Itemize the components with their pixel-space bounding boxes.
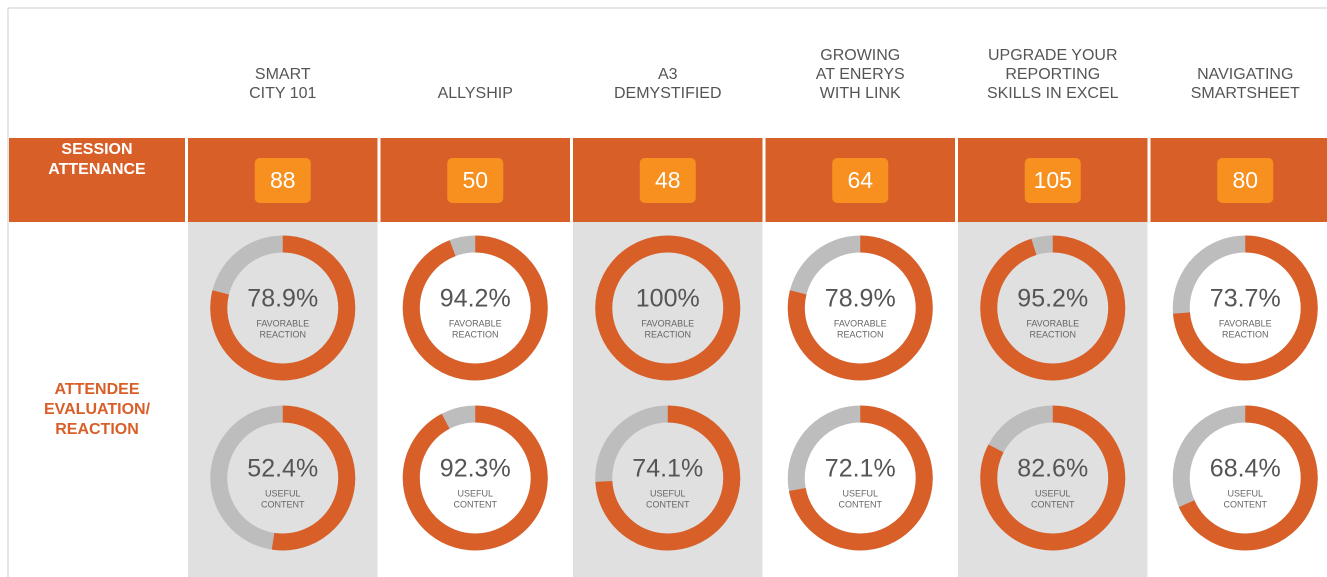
donut-caption: FAVORABLE — [1026, 318, 1079, 328]
donut-value: 92.3% — [440, 455, 511, 483]
donut-arc — [787, 405, 933, 551]
donut-caption: FAVORABLE — [1219, 318, 1272, 328]
row-header-cell — [9, 138, 185, 222]
donut-caption: REACTION — [452, 329, 499, 339]
row-label: REACTION — [55, 421, 139, 438]
session-name: NAVIGATING — [1197, 66, 1293, 83]
donut-arc — [1172, 405, 1318, 551]
donut-arc — [210, 405, 356, 551]
row-label: ATTENANCE — [48, 161, 146, 178]
donut-caption: CONTENT — [1031, 499, 1075, 509]
column-bg — [188, 222, 378, 577]
session-name: UPGRADE YOUR — [988, 47, 1118, 64]
column-bg — [573, 222, 763, 577]
donut-caption: CONTENT — [1224, 499, 1268, 509]
row-label: EVALUATION/ — [44, 401, 151, 418]
donut-caption: CONTENT — [839, 499, 883, 509]
donut-value: 78.9% — [247, 285, 318, 313]
donut-value: 95.2% — [1017, 285, 1088, 313]
donut-caption: USEFUL — [650, 488, 686, 498]
donut-caption: CONTENT — [261, 499, 305, 509]
session-name: A3 — [658, 66, 678, 83]
donut-caption: FAVORABLE — [449, 318, 502, 328]
session-name: SMART — [255, 66, 311, 83]
attendance-box — [832, 158, 889, 203]
session-name: DEMYSTIFIED — [614, 85, 722, 102]
attendance-value: 64 — [847, 167, 873, 193]
donut-value: 52.4% — [247, 455, 318, 483]
attendance-value: 48 — [655, 167, 681, 193]
donut-arc — [402, 235, 548, 381]
attendance-box — [254, 158, 311, 203]
donut-arc — [980, 235, 1126, 381]
donut-caption: REACTION — [1222, 329, 1269, 339]
donut-caption: CONTENT — [646, 499, 690, 509]
donut-value: 82.6% — [1017, 455, 1088, 483]
donut-caption: REACTION — [644, 329, 691, 339]
donut-arc — [595, 235, 741, 381]
donut-arc — [210, 235, 356, 381]
donut-arc — [595, 405, 741, 551]
attendance-value: 80 — [1232, 167, 1258, 193]
session-name: REPORTING — [1005, 66, 1100, 83]
donut-value: 74.1% — [632, 455, 703, 483]
attendance-box — [447, 158, 504, 203]
donut-caption: FAVORABLE — [641, 318, 694, 328]
donut-value: 73.7% — [1210, 285, 1281, 313]
donut-caption: USEFUL — [457, 488, 493, 498]
donut-value: 100% — [636, 285, 700, 313]
session-name: WITH LINK — [820, 85, 901, 102]
donut-caption: REACTION — [1029, 329, 1076, 339]
session-name: ALLYSHIP — [438, 85, 513, 102]
donut-caption: REACTION — [837, 329, 884, 339]
donut-value: 94.2% — [440, 285, 511, 313]
donut-arc — [1172, 235, 1318, 381]
donut-caption: USEFUL — [265, 488, 301, 498]
donut-caption: FAVORABLE — [834, 318, 887, 328]
attendance-value: 105 — [1034, 167, 1072, 193]
attendance-value: 88 — [270, 167, 296, 193]
column-bg — [958, 222, 1148, 577]
row-label: SESSION — [61, 141, 132, 158]
attendance-box — [1217, 158, 1274, 203]
session-name: GROWING — [820, 47, 900, 64]
attendance-value: 50 — [462, 167, 488, 193]
donut-arc — [402, 405, 548, 551]
session-name: AT ENERYS — [816, 66, 905, 83]
donut-caption: USEFUL — [1035, 488, 1071, 498]
attendance-box — [639, 158, 696, 203]
donut-value: 72.1% — [825, 455, 896, 483]
donut-caption: USEFUL — [1227, 488, 1263, 498]
donut-caption: CONTENT — [454, 499, 498, 509]
row-label: ATTENDEE — [54, 381, 139, 398]
donut-arc — [787, 235, 933, 381]
attendance-box — [1024, 158, 1081, 203]
donut-caption: REACTION — [259, 329, 306, 339]
donut-value: 68.4% — [1210, 455, 1281, 483]
session-name: SKILLS IN EXCEL — [987, 85, 1119, 102]
donut-caption: USEFUL — [842, 488, 878, 498]
donut-value: 78.9% — [825, 285, 896, 313]
session-name: SMARTSHEET — [1191, 85, 1300, 102]
session-name: CITY 101 — [249, 85, 316, 102]
donut-arc — [980, 405, 1126, 551]
donut-caption: FAVORABLE — [256, 318, 309, 328]
